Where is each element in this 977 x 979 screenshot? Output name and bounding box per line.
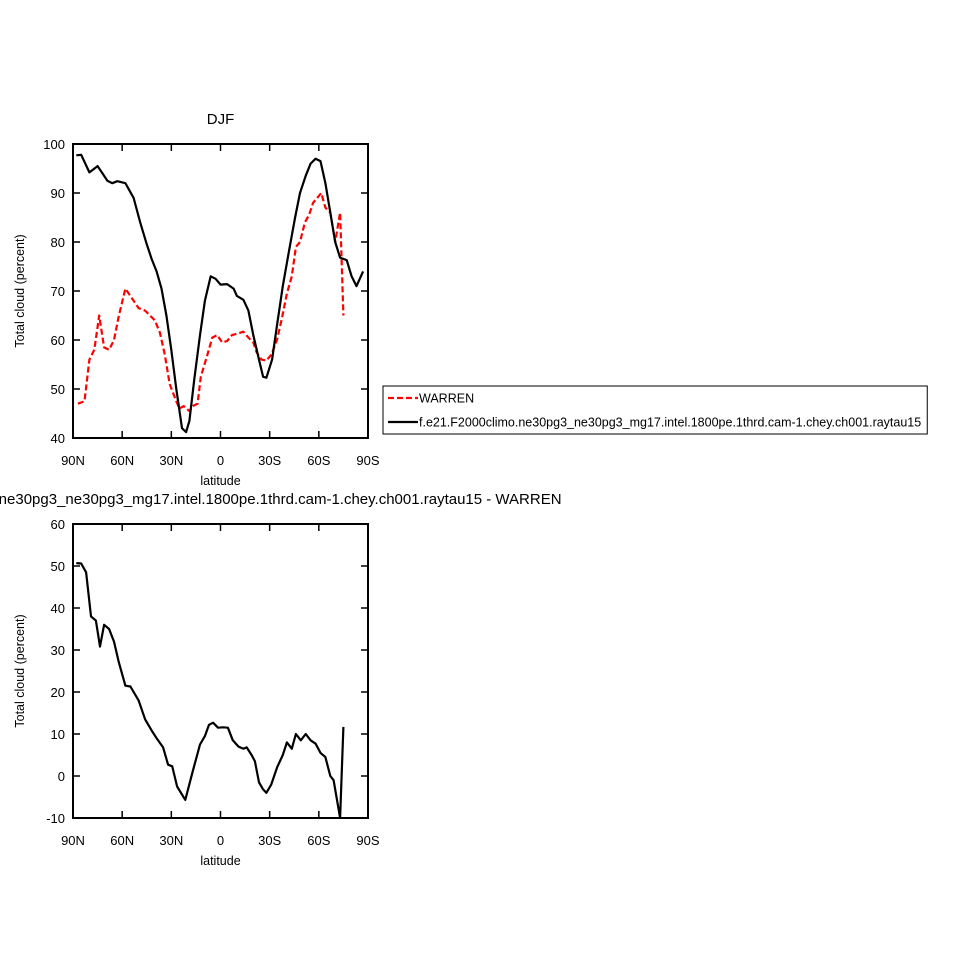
y-tick-label: -10: [46, 811, 65, 826]
data-line: [77, 191, 345, 413]
y-tick-label: 60: [51, 333, 65, 348]
y-tick-label: 80: [51, 235, 65, 250]
x-tick-label: 30S: [258, 453, 281, 468]
y-tick-label: 100: [43, 137, 65, 152]
y-tick-label: 70: [51, 284, 65, 299]
x-tick-label: 60N: [110, 453, 134, 468]
y-tick-label: 50: [51, 382, 65, 397]
plot-frame: [72, 143, 369, 439]
x-tick-label: 90S: [356, 833, 379, 848]
y-tick-label: 40: [51, 601, 65, 616]
x-tick-label: 90S: [356, 453, 379, 468]
y-tick-label: 0: [58, 769, 65, 784]
legend-label: WARREN: [419, 392, 474, 406]
y-axis-label: Total cloud (percent): [13, 234, 27, 347]
y-tick-label: 10: [51, 727, 65, 742]
y-tick-label: 50: [51, 559, 65, 574]
x-tick-label: 30N: [159, 833, 183, 848]
y-axis-label: Total cloud (percent): [13, 614, 27, 727]
legend-frame: [382, 385, 928, 435]
legend-label: f.e21.F2000climo.ne30pg3_ne30pg3_mg17.in…: [419, 416, 921, 430]
data-line: [76, 153, 365, 434]
x-tick-label: 0: [217, 453, 224, 468]
x-tick-label: 60S: [307, 453, 330, 468]
x-axis-label: latitude: [200, 854, 240, 868]
y-tick-label: 60: [51, 517, 65, 532]
plot-frame: [72, 523, 369, 819]
chart-title: f.e21.F2000climo.ne30pg3_ne30pg3_mg17.in…: [0, 491, 562, 508]
x-tick-label: 90N: [61, 453, 85, 468]
y-tick-label: 40: [51, 431, 65, 446]
y-tick-label: 90: [51, 186, 65, 201]
y-tick-label: 20: [51, 685, 65, 700]
x-tick-label: 30N: [159, 453, 183, 468]
x-tick-label: 30S: [258, 833, 281, 848]
x-tick-label: 60N: [110, 833, 134, 848]
data-line: [76, 562, 345, 820]
x-tick-label: 60S: [307, 833, 330, 848]
y-tick-label: 30: [51, 643, 65, 658]
x-tick-label: 0: [217, 833, 224, 848]
x-tick-label: 90N: [61, 833, 85, 848]
legend: WARREN f.e21.F2000climo.ne30pg3_ne30pg3_m…: [382, 385, 928, 435]
x-axis-label: latitude: [200, 474, 240, 488]
chart-title: DJF: [207, 111, 235, 128]
